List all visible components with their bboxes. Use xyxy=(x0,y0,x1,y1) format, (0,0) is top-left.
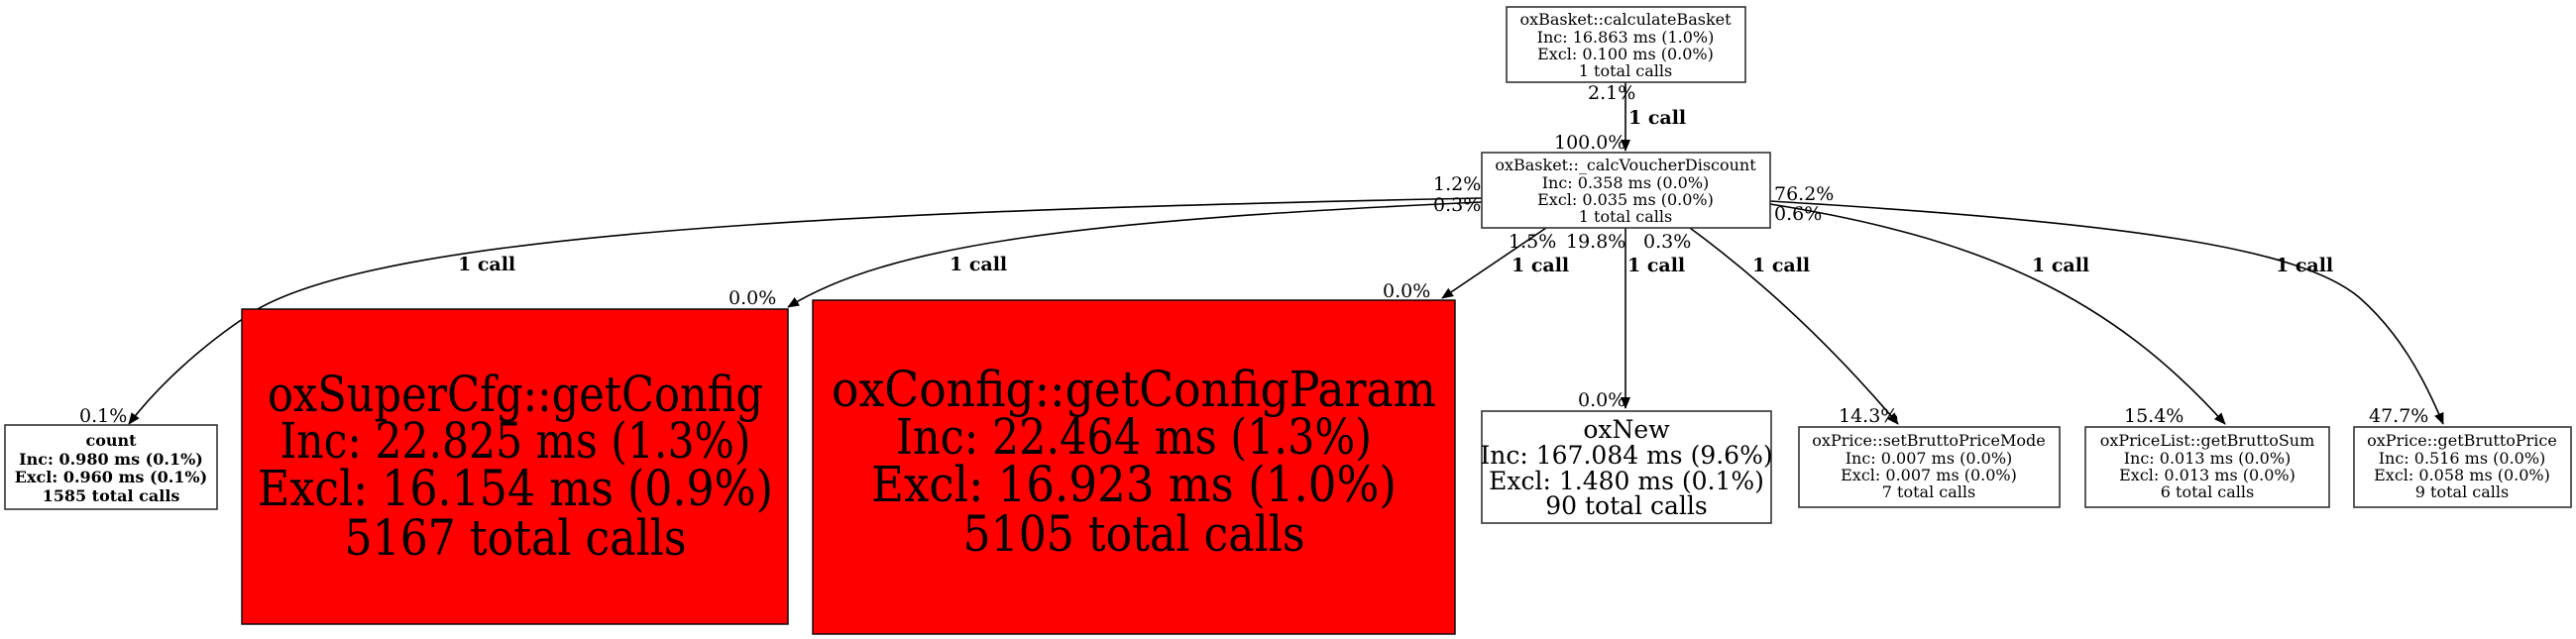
node-calls: 90 total calls xyxy=(1545,491,1707,520)
node-calc-voucher-discount[interactable]: oxBasket::_calcVoucherDiscount Inc: 0.35… xyxy=(1481,152,1771,229)
edge-head-pct: 47.7% xyxy=(2369,405,2428,427)
edge-tail-pct: 76.2% xyxy=(1774,183,1834,205)
node-excl: Excl: 0.100 ms (0.0%) xyxy=(1537,45,1714,63)
node-inc: Inc: 167.084 ms (9.6%) xyxy=(1480,441,1772,470)
node-excl: Excl: 16.154 ms (0.9%) xyxy=(258,460,773,517)
edge-voucher-to-getconfig: 0.3% 1 call 0.0% xyxy=(728,194,1483,309)
edge-voucher-to-getconfigparam: 1.5% 1 call 0.0% xyxy=(1383,227,1569,302)
node-inc: Inc: 22.825 ms (1.3%) xyxy=(280,412,751,470)
edge-label: 1 call xyxy=(1752,255,1810,276)
node-name: count xyxy=(85,431,137,450)
node-inc: Inc: 22.464 ms (1.3%) xyxy=(896,408,1372,466)
node-get-brutto-sum[interactable]: oxPriceList::getBruttoSum Inc: 0.013 ms … xyxy=(2084,426,2330,508)
edge-tail-pct: 19.8% xyxy=(1566,231,1625,253)
edge-label: 1 call xyxy=(2276,255,2333,276)
edge-label: 1 call xyxy=(950,254,1007,275)
node-oxnew[interactable]: oxNew Inc: 167.084 ms (9.6%) Excl: 1.480… xyxy=(1480,410,1773,524)
node-name: oxPrice::setBruttoPriceMode xyxy=(1812,431,2045,450)
node-inc: Inc: 0.516 ms (0.0%) xyxy=(2379,449,2546,468)
node-name: oxBasket::calculateBasket xyxy=(1519,10,1732,29)
node-calls: 5167 total calls xyxy=(345,509,687,567)
edge-head-pct: 0.0% xyxy=(1578,389,1625,411)
edge-tail-pct: 0.6% xyxy=(1774,203,1822,225)
node-inc: Inc: 0.007 ms (0.0%) xyxy=(1846,449,2013,468)
edge-voucher-to-getbruttoprice: 76.2% 1 call 47.7% xyxy=(1769,183,2444,427)
edge-calc-to-voucher: 2.1% 1 call 100.0% xyxy=(1554,82,1686,154)
edge-label: 1 call xyxy=(1512,255,1569,276)
node-name: oxPriceList::getBruttoSum xyxy=(2100,431,2315,450)
node-excl: Excl: 0.960 ms (0.1%) xyxy=(15,468,207,486)
node-calls: 9 total calls xyxy=(2415,482,2509,501)
node-get-config-param[interactable]: oxConfig::getConfigParam Inc: 22.464 ms … xyxy=(812,299,1456,635)
edge-label: 1 call xyxy=(458,254,515,275)
node-inc: Inc: 0.358 ms (0.0%) xyxy=(1542,173,1710,192)
edge-tail-pct: 0.3% xyxy=(1643,231,1691,253)
node-inc: Inc: 16.863 ms (1.0%) xyxy=(1537,28,1715,47)
edge-voucher-to-getbruttosum: 0.6% 1 call 15.4% xyxy=(1769,203,2226,427)
node-inc: Inc: 0.980 ms (0.1%) xyxy=(19,450,203,469)
edge-head-pct: 14.3% xyxy=(1839,405,1898,427)
node-calls: 7 total calls xyxy=(1882,482,1975,501)
node-calls: 1 total calls xyxy=(1579,207,1672,226)
edge-tail-pct: 0.3% xyxy=(1433,194,1481,216)
edge-label: 1 call xyxy=(1628,107,1686,129)
node-calls: 6 total calls xyxy=(2161,482,2254,501)
node-calls: 1585 total calls xyxy=(43,486,180,505)
node-name: oxBasket::_calcVoucherDiscount xyxy=(1495,156,1756,174)
node-calls: 5105 total calls xyxy=(963,505,1305,563)
node-calculate-basket[interactable]: oxBasket::calculateBasket Inc: 16.863 ms… xyxy=(1506,6,1746,83)
node-excl: Excl: 0.013 ms (0.0%) xyxy=(2119,466,2296,484)
node-calls: 1 total calls xyxy=(1579,61,1672,80)
edge-label: 1 call xyxy=(2032,255,2089,276)
edge-head-pct: 15.4% xyxy=(2124,405,2184,427)
edge-tail-pct: 2.1% xyxy=(1588,82,1635,104)
node-name: oxPrice::getBruttoPrice xyxy=(2367,431,2557,450)
node-name: oxNew xyxy=(1583,415,1670,444)
edge-tail-pct: 1.5% xyxy=(1509,231,1556,253)
node-get-brutto-price[interactable]: oxPrice::getBruttoPrice Inc: 0.516 ms (0… xyxy=(2353,426,2572,508)
edge-voucher-to-setbruttopricemode: 0.3% 1 call 14.3% xyxy=(1643,227,1899,427)
edge-head-pct: 0.0% xyxy=(1383,280,1430,302)
node-count[interactable]: count Inc: 0.980 ms (0.1%) Excl: 0.960 m… xyxy=(4,424,218,510)
edge-tail-pct: 1.2% xyxy=(1433,173,1481,195)
edge-voucher-to-count: 1.2% 1 call 0.1% xyxy=(79,173,1483,427)
node-name: oxConfig::getConfigParam xyxy=(832,361,1436,418)
node-excl: Excl: 0.007 ms (0.0%) xyxy=(1841,466,2017,484)
node-name: oxSuperCfg::getConfig xyxy=(268,366,763,423)
edge-head-pct: 0.1% xyxy=(79,405,127,427)
node-get-config[interactable]: oxSuperCfg::getConfig Inc: 22.825 ms (1.… xyxy=(241,308,789,625)
node-excl: Excl: 1.480 ms (0.1%) xyxy=(1489,467,1764,495)
node-excl: Excl: 0.035 ms (0.0%) xyxy=(1537,190,1714,209)
node-inc: Inc: 0.013 ms (0.0%) xyxy=(2124,449,2292,468)
node-excl: Excl: 16.923 ms (1.0%) xyxy=(871,456,1397,513)
edge-head-pct: 0.0% xyxy=(728,287,776,309)
node-excl: Excl: 0.058 ms (0.0%) xyxy=(2374,466,2550,484)
edge-label: 1 call xyxy=(1627,255,1685,276)
edge-voucher-to-oxnew: 19.8% 1 call 0.0% xyxy=(1566,228,1685,411)
edge-head-pct: 100.0% xyxy=(1554,132,1625,154)
node-set-brutto-price-mode[interactable]: oxPrice::setBruttoPriceMode Inc: 0.007 m… xyxy=(1798,426,2061,508)
